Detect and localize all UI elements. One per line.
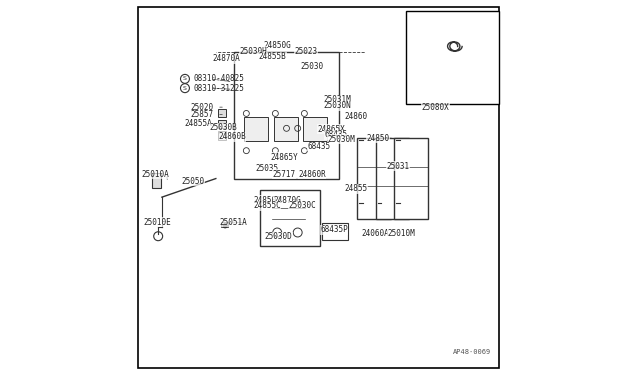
Text: 25010M: 25010M: [387, 229, 415, 238]
Bar: [218, 120, 226, 128]
Text: S: S: [183, 86, 187, 91]
Bar: [303, 117, 328, 141]
Text: 24865Y: 24865Y: [270, 153, 298, 162]
Text: 25030H: 25030H: [239, 47, 267, 56]
Text: 24870A: 24870A: [212, 54, 240, 63]
Bar: [322, 223, 348, 240]
Text: 24850G: 24850G: [263, 41, 291, 50]
Text: 24855A: 24855A: [185, 119, 212, 128]
Text: 25717: 25717: [273, 170, 296, 179]
Text: 24850J: 24850J: [253, 196, 281, 205]
Text: 68435: 68435: [324, 130, 348, 139]
Text: 24850: 24850: [367, 134, 390, 143]
Text: 24855B: 24855B: [259, 52, 286, 61]
Text: 68435: 68435: [308, 142, 331, 151]
Bar: [221, 222, 228, 227]
Text: 24860: 24860: [344, 112, 367, 121]
Text: 24060A: 24060A: [361, 229, 389, 238]
Text: 24855: 24855: [345, 185, 368, 193]
Bar: [218, 109, 226, 117]
Bar: [376, 138, 410, 219]
Text: AP48·0069: AP48·0069: [453, 349, 491, 355]
Circle shape: [223, 224, 227, 228]
Text: 25051A: 25051A: [220, 218, 248, 227]
Bar: [273, 117, 298, 141]
Text: 24870G: 24870G: [274, 196, 301, 205]
Text: 25030D: 25030D: [264, 232, 292, 241]
Bar: [394, 138, 428, 219]
Text: 24860B: 24860B: [218, 132, 246, 141]
Text: 68435P: 68435P: [320, 225, 348, 234]
Bar: [406, 11, 499, 104]
Text: S: S: [183, 76, 187, 81]
Bar: [244, 117, 268, 141]
Text: 25080X: 25080X: [422, 103, 449, 112]
Text: 25010E: 25010E: [143, 218, 172, 227]
Text: 25050: 25050: [181, 177, 204, 186]
Bar: [152, 173, 161, 188]
Text: 08310-40825: 08310-40825: [193, 74, 244, 83]
Bar: [357, 138, 390, 219]
Text: 25010A: 25010A: [141, 170, 170, 179]
Text: 25031: 25031: [387, 162, 410, 171]
Text: 25857: 25857: [191, 110, 214, 119]
Text: 25031M: 25031M: [323, 95, 351, 104]
Text: 24855C: 24855C: [253, 201, 281, 210]
Bar: [218, 131, 226, 140]
Text: 25030B: 25030B: [209, 123, 237, 132]
Text: 25030: 25030: [300, 62, 323, 71]
Text: 25030N: 25030N: [323, 101, 351, 110]
Text: 25030M: 25030M: [328, 135, 355, 144]
Bar: [260, 190, 320, 246]
Bar: [234, 52, 339, 179]
Text: 25035: 25035: [255, 164, 279, 173]
Text: 25020: 25020: [191, 103, 214, 112]
Text: 24865X: 24865X: [317, 125, 345, 134]
Text: 25023: 25023: [294, 47, 317, 56]
Text: 25030C: 25030C: [289, 201, 316, 210]
Text: 08310-31225: 08310-31225: [193, 84, 244, 93]
Text: 24860R: 24860R: [298, 170, 326, 179]
